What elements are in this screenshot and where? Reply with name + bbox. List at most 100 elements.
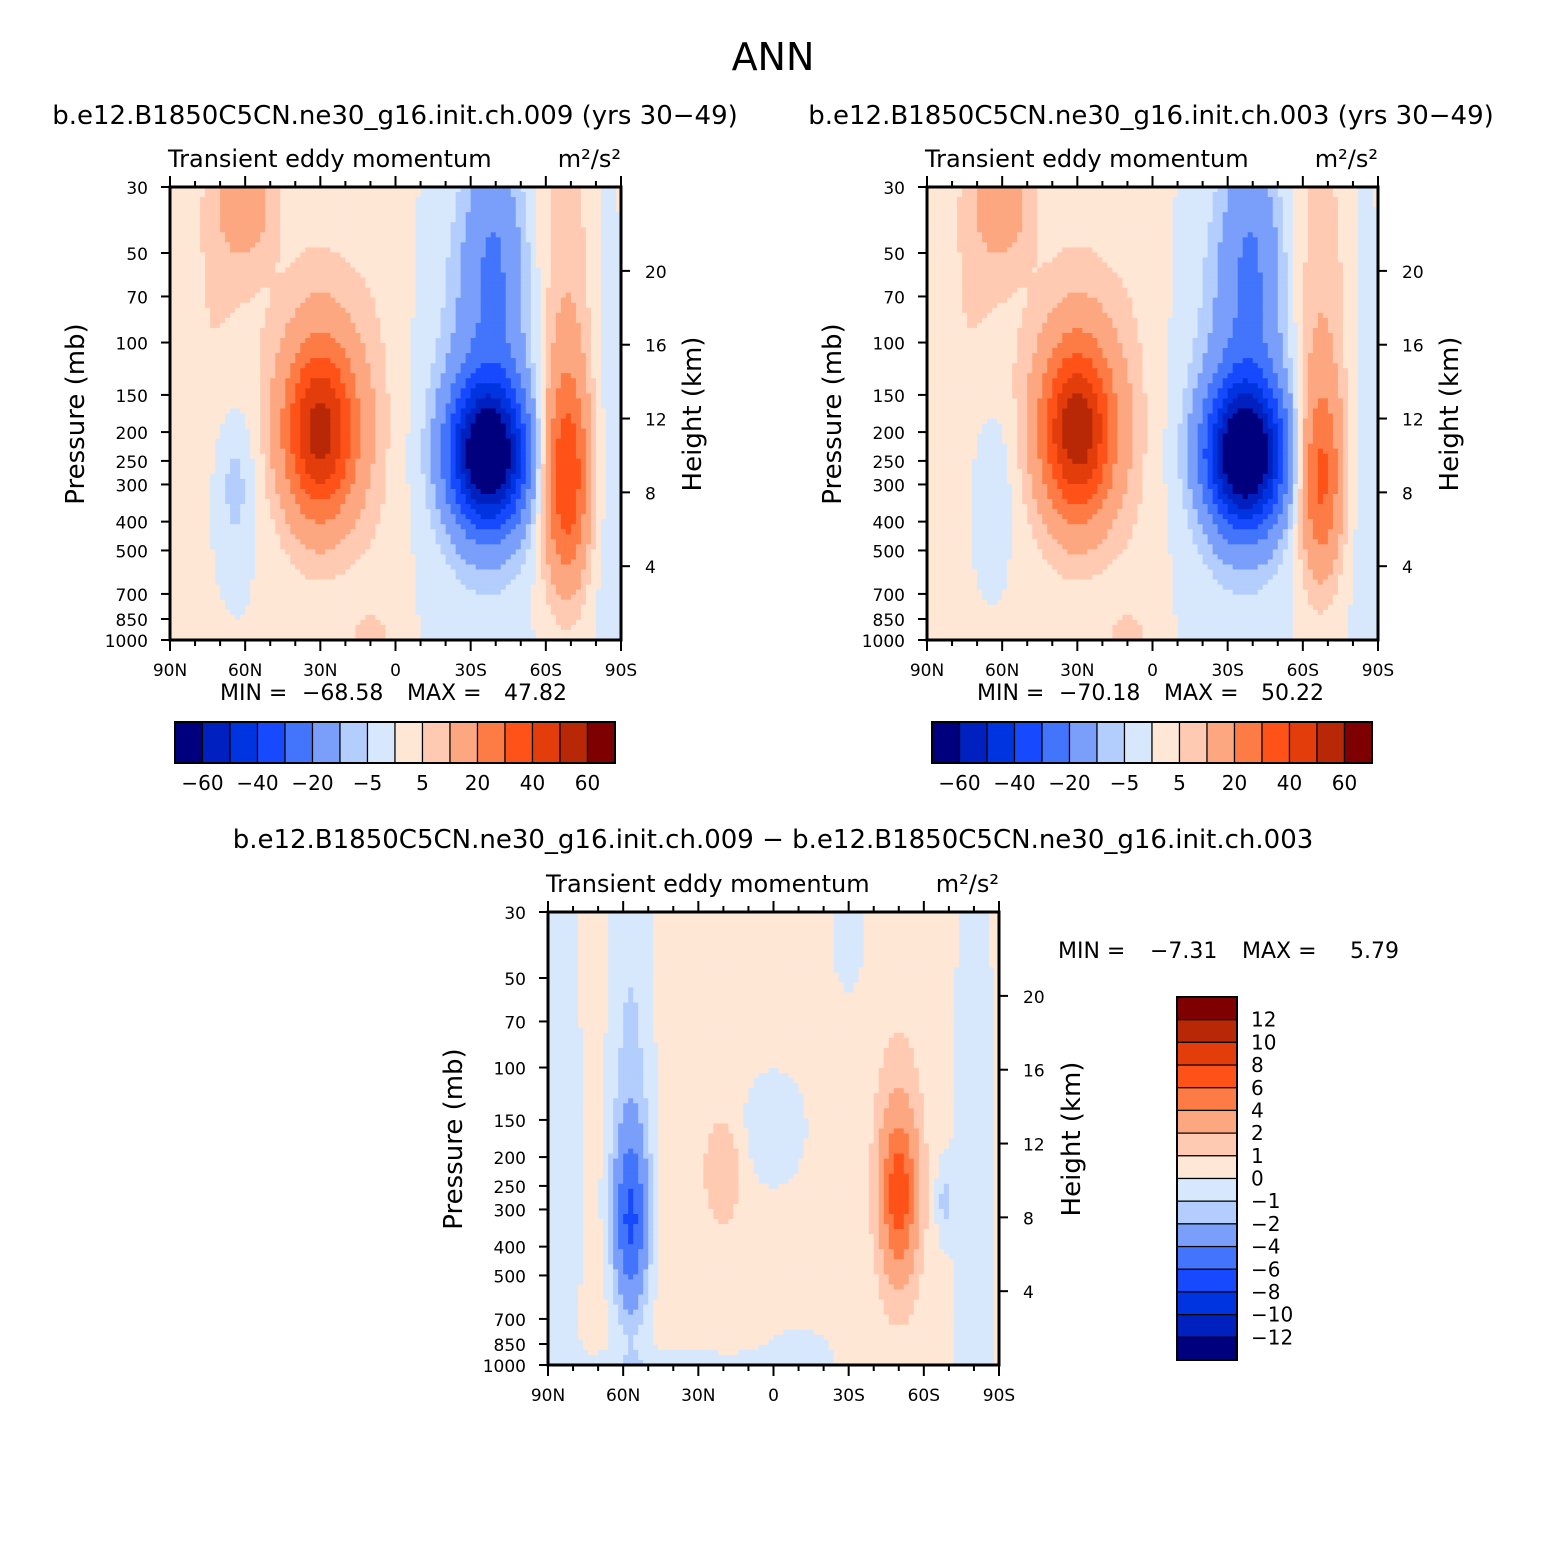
contour-cell	[235, 348, 241, 354]
contour-cell	[591, 414, 597, 420]
contour-cell	[185, 247, 191, 253]
contour-cell	[265, 388, 271, 394]
contour-cell	[355, 278, 361, 284]
contour-cell	[581, 283, 587, 289]
contour-cell	[521, 434, 527, 440]
contour-cell	[566, 373, 572, 379]
contour-cell	[451, 278, 457, 284]
contour-cell	[436, 414, 442, 420]
contour-cell	[501, 202, 507, 208]
contour-cell	[380, 318, 386, 324]
contour-cell	[571, 378, 577, 384]
contour-cell	[476, 459, 482, 465]
contour-cell	[441, 192, 447, 198]
contour-cell	[511, 368, 517, 374]
contour-cell	[441, 303, 447, 309]
contour-cell	[406, 212, 412, 218]
contour-cell	[456, 227, 462, 233]
contour-cell	[250, 252, 256, 258]
contour-cell	[511, 408, 517, 414]
contour-cell	[611, 434, 617, 440]
contour-cell	[200, 323, 206, 329]
contour-cell	[541, 358, 547, 364]
contour-cell	[375, 388, 381, 394]
contour-cell	[250, 454, 256, 460]
contour-cell	[340, 303, 346, 309]
contour-cell	[375, 408, 381, 414]
contour-cell	[551, 403, 557, 409]
contour-cell	[240, 192, 246, 198]
contour-cell	[330, 363, 336, 369]
contour-cell	[320, 444, 326, 450]
contour-cell	[175, 197, 181, 203]
contour-cell	[295, 222, 301, 228]
contour-cell	[461, 298, 467, 304]
contour-cell	[220, 217, 226, 223]
contour-cell	[561, 444, 567, 450]
contour-cell	[330, 288, 336, 294]
contour-cell	[220, 454, 226, 460]
contour-cell	[521, 263, 527, 269]
contour-cell	[325, 197, 331, 203]
contour-cell	[396, 252, 402, 258]
contour-cell	[335, 303, 341, 309]
contour-cell	[370, 207, 376, 213]
contour-cell	[526, 323, 532, 329]
contour-cell	[456, 212, 462, 218]
contour-cell	[411, 212, 417, 218]
contour-cell	[531, 358, 537, 364]
contour-cell	[471, 298, 477, 304]
contour-cell	[566, 293, 572, 299]
contour-cell	[270, 242, 276, 248]
contour-cell	[305, 197, 311, 203]
contour-cell	[466, 398, 472, 404]
contour-cell	[411, 222, 417, 228]
contour-cell	[466, 449, 472, 455]
contour-cell	[476, 222, 482, 228]
contour-cell	[406, 449, 412, 455]
contour-cell	[456, 368, 462, 374]
contour-cell	[355, 408, 361, 414]
contour-cell	[220, 358, 226, 364]
contour-cell	[466, 333, 472, 339]
contour-cell	[295, 459, 301, 465]
contour-cell	[230, 237, 236, 243]
contour-cell	[431, 308, 437, 314]
contour-cell	[531, 328, 537, 334]
contour-cell	[421, 373, 427, 379]
contour-cell	[441, 293, 447, 299]
contour-cell	[516, 459, 522, 465]
contour-cell	[240, 449, 246, 455]
contour-cell	[521, 393, 527, 399]
contour-cell	[531, 207, 537, 213]
contour-cell	[396, 313, 402, 319]
contour-cell	[350, 373, 356, 379]
contour-cell	[516, 222, 522, 228]
contour-cell	[225, 373, 231, 379]
contour-cell	[611, 202, 617, 208]
contour-cell	[195, 343, 201, 349]
contour-cell	[596, 338, 602, 344]
contour-cell	[606, 373, 612, 379]
contour-cell	[611, 449, 617, 455]
contour-cell	[275, 202, 281, 208]
contour-cell	[240, 358, 246, 364]
contour-cell	[180, 237, 186, 243]
contour-cell	[240, 419, 246, 425]
contour-cell	[581, 368, 587, 374]
contour-cell	[375, 343, 381, 349]
contour-cell	[250, 273, 256, 279]
contour-cell	[541, 242, 547, 248]
contour-cell	[521, 408, 527, 414]
contour-cell	[365, 338, 371, 344]
contour-cell	[476, 313, 482, 319]
contour-cell	[320, 333, 326, 339]
contour-cell	[576, 288, 582, 294]
contour-cell	[591, 368, 597, 374]
contour-cell	[546, 252, 552, 258]
contour-cell	[586, 373, 592, 379]
contour-cell	[476, 328, 482, 334]
contour-cell	[591, 429, 597, 435]
contour-cell	[320, 212, 326, 218]
contour-cell	[200, 454, 206, 460]
